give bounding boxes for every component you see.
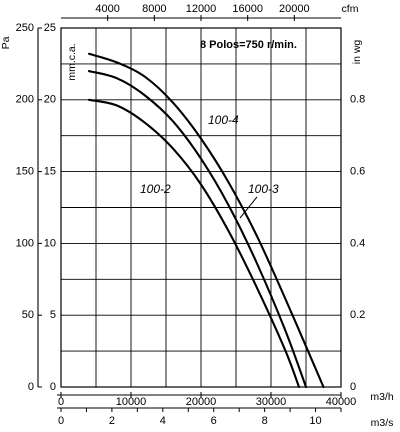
pa-unit-label: Pa: [0, 36, 12, 49]
pa-tick-label: 200: [16, 94, 34, 106]
plot-frame: [60, 27, 342, 388]
inwg-tick-label: 0.6: [350, 166, 365, 178]
m3s-tick-label: 8: [262, 415, 268, 427]
m3s-unit-label: m3/s: [371, 417, 394, 429]
m3h-axis-ticks: 0 10000 20000 30000 40000: [58, 392, 356, 408]
grid: [61, 28, 341, 387]
cfm-unit-label: cfm: [342, 3, 359, 15]
series-label-100-3-leader: [239, 196, 258, 219]
series-label-100-2: 100-2: [140, 182, 171, 196]
m3s-tick-label: 10: [309, 415, 321, 427]
pa-tick-label: 0: [28, 381, 34, 393]
mmca-tick-label: 5: [50, 309, 56, 321]
m3s-tick-label: 0: [58, 415, 64, 427]
inwg-tick-label: 0.8: [350, 94, 365, 106]
m3h-unit-label: m3/h: [370, 391, 394, 403]
inwg-tick-label: 0.2: [350, 309, 365, 321]
pa-axis-ticks: 0 50 100 150 200 250: [16, 22, 42, 393]
mmca-tick-label: 15: [44, 166, 56, 178]
pa-tick-label: 100: [16, 237, 34, 249]
cfm-tick-label: 8000: [142, 3, 166, 15]
curve-100-4: [87, 52, 325, 389]
cfm-tick-label: 20000: [279, 3, 310, 15]
series-label-100-3: 100-3: [248, 182, 279, 196]
curves: [87, 52, 325, 389]
m3h-tick-label: 30000: [256, 396, 287, 408]
curve-100-2: [87, 98, 301, 389]
cfm-tick-label: 4000: [95, 3, 119, 15]
m3s-axis-ticks: 0 2 4 6 8 10: [58, 408, 342, 427]
mmca-tick-label: 25: [44, 22, 56, 34]
pa-tick-label: 50: [22, 309, 34, 321]
inwg-axis-ticks: 0 0.2 0.4 0.6 0.8: [350, 94, 365, 393]
cfm-axis-ticks: 4000 8000 12000 16000 20000: [95, 3, 310, 21]
inwg-tick-label: 0.4: [350, 237, 365, 249]
inwg-unit-label: in wg: [351, 40, 363, 65]
m3s-tick-label: 4: [160, 415, 166, 427]
mmca-tick-label: 0: [50, 381, 56, 393]
cfm-tick-label: 16000: [232, 3, 263, 15]
speed-info-label: 8 Polos=750 r/min.: [200, 39, 297, 51]
mmca-tick-label: 10: [44, 237, 56, 249]
inwg-tick-label: 0: [350, 381, 356, 393]
series-label-100-4: 100-4: [208, 113, 239, 127]
m3h-tick-label: 0: [58, 396, 64, 408]
m3s-tick-label: 6: [211, 415, 217, 427]
m3h-tick-label: 40000: [326, 396, 357, 408]
m3h-tick-label: 10000: [116, 396, 147, 408]
m3h-tick-label: 20000: [186, 396, 217, 408]
mmca-unit-label: mm.c.a.: [66, 43, 78, 80]
pa-tick-label: 250: [16, 22, 34, 34]
cfm-tick-label: 12000: [186, 3, 217, 15]
mmca-axis-ticks: 0 5 10 15 20 25: [44, 22, 56, 393]
m3s-tick-label: 2: [109, 415, 115, 427]
pa-tick-label: 150: [16, 166, 34, 178]
mmca-tick-label: 20: [44, 94, 56, 106]
curve-100-3: [87, 70, 308, 389]
